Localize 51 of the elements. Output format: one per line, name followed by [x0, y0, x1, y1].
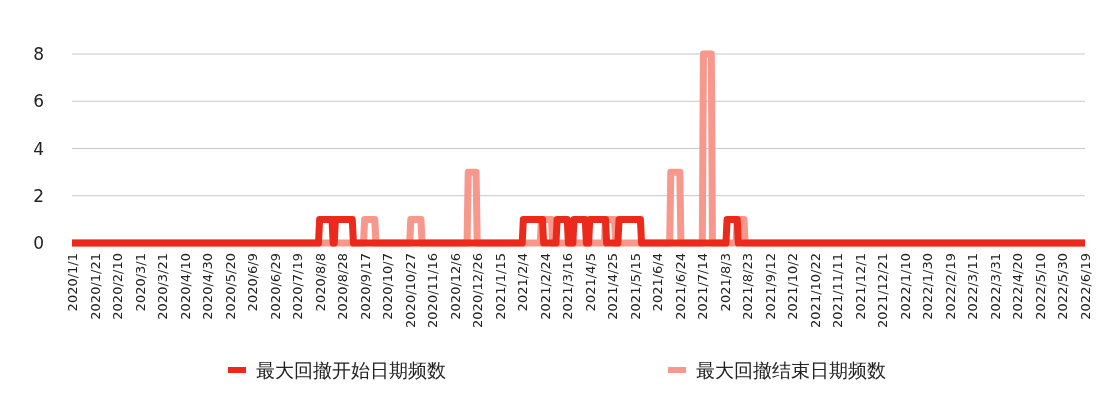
- x-tick-label: 2020/12/26: [470, 253, 486, 328]
- x-tick-label: 2020/6/9: [245, 253, 261, 312]
- x-tick-label: 2020/12/6: [447, 253, 463, 320]
- x-tick-label: 2021/10/2: [785, 253, 801, 320]
- x-tick-label: 2021/6/4: [650, 253, 666, 312]
- x-tick-label: 2021/12/21: [875, 253, 891, 328]
- y-tick-label: 8: [33, 44, 44, 64]
- x-tick-label: 2020/8/28: [335, 253, 351, 320]
- x-tick-label: 2020/4/30: [200, 253, 216, 320]
- x-tick-label: 2021/1/15: [492, 253, 508, 320]
- x-tick-label: 2022/2/19: [942, 253, 958, 320]
- x-tick-label: 2022/1/30: [920, 253, 936, 320]
- x-tick-label: 2021/2/4: [515, 253, 531, 312]
- x-tick-label: 2021/9/12: [762, 253, 778, 320]
- x-tick-label: 2022/3/31: [987, 253, 1003, 320]
- x-tick-label: 2020/6/29: [267, 253, 283, 320]
- x-tick-label: 2020/7/19: [290, 253, 306, 320]
- x-tick-label: 2022/5/30: [1055, 253, 1071, 320]
- y-tick-label: 6: [33, 91, 44, 112]
- x-tick-label: 2020/3/21: [155, 253, 171, 320]
- y-tick-label: 2: [33, 185, 44, 206]
- x-tick-label: 2021/4/5: [582, 253, 598, 312]
- x-tick-label: 2021/8/3: [717, 253, 733, 312]
- x-tick-label: 2022/6/19: [1078, 253, 1093, 320]
- x-tick-label: 2020/1/1: [65, 253, 80, 312]
- y-tick-label: 4: [33, 138, 44, 159]
- x-tick-label: 2020/10/27: [402, 253, 418, 328]
- x-tick-label: 2022/5/10: [1032, 253, 1048, 320]
- x-tick-label: 2021/10/22: [807, 253, 823, 328]
- x-tick-label: 2020/1/21: [87, 253, 103, 320]
- x-tick-label: 2022/1/10: [897, 253, 913, 320]
- x-tick-label: 2021/3/16: [560, 253, 576, 320]
- x-tick-label: 2021/6/24: [672, 253, 688, 320]
- x-tick-label: 2022/3/11: [965, 253, 981, 320]
- x-tick-label: 2021/11/11: [830, 253, 846, 328]
- x-tick-label: 2021/7/14: [695, 253, 711, 320]
- x-tick-label: 2020/9/17: [357, 253, 373, 320]
- x-tick-label: 2020/4/10: [177, 253, 193, 320]
- x-tick-label: 2022/4/20: [1010, 253, 1026, 320]
- x-tick-label: 2021/8/23: [740, 253, 756, 320]
- x-tick-label: 2020/2/10: [110, 253, 126, 320]
- x-tick-label: 2021/2/24: [537, 253, 553, 320]
- x-tick-label: 2021/4/25: [605, 253, 621, 320]
- x-tick-label: 2020/8/8: [312, 253, 328, 312]
- x-tick-label: 2020/11/16: [425, 253, 441, 328]
- y-tick-label: 0: [33, 233, 44, 253]
- x-tick-label: 2020/5/20: [222, 253, 238, 320]
- x-tick-label: 2020/3/1: [132, 253, 148, 312]
- x-tick-label: 2021/5/15: [627, 253, 643, 320]
- x-tick-label: 2020/10/7: [380, 253, 396, 320]
- x-tick-label: 2021/12/1: [852, 253, 868, 320]
